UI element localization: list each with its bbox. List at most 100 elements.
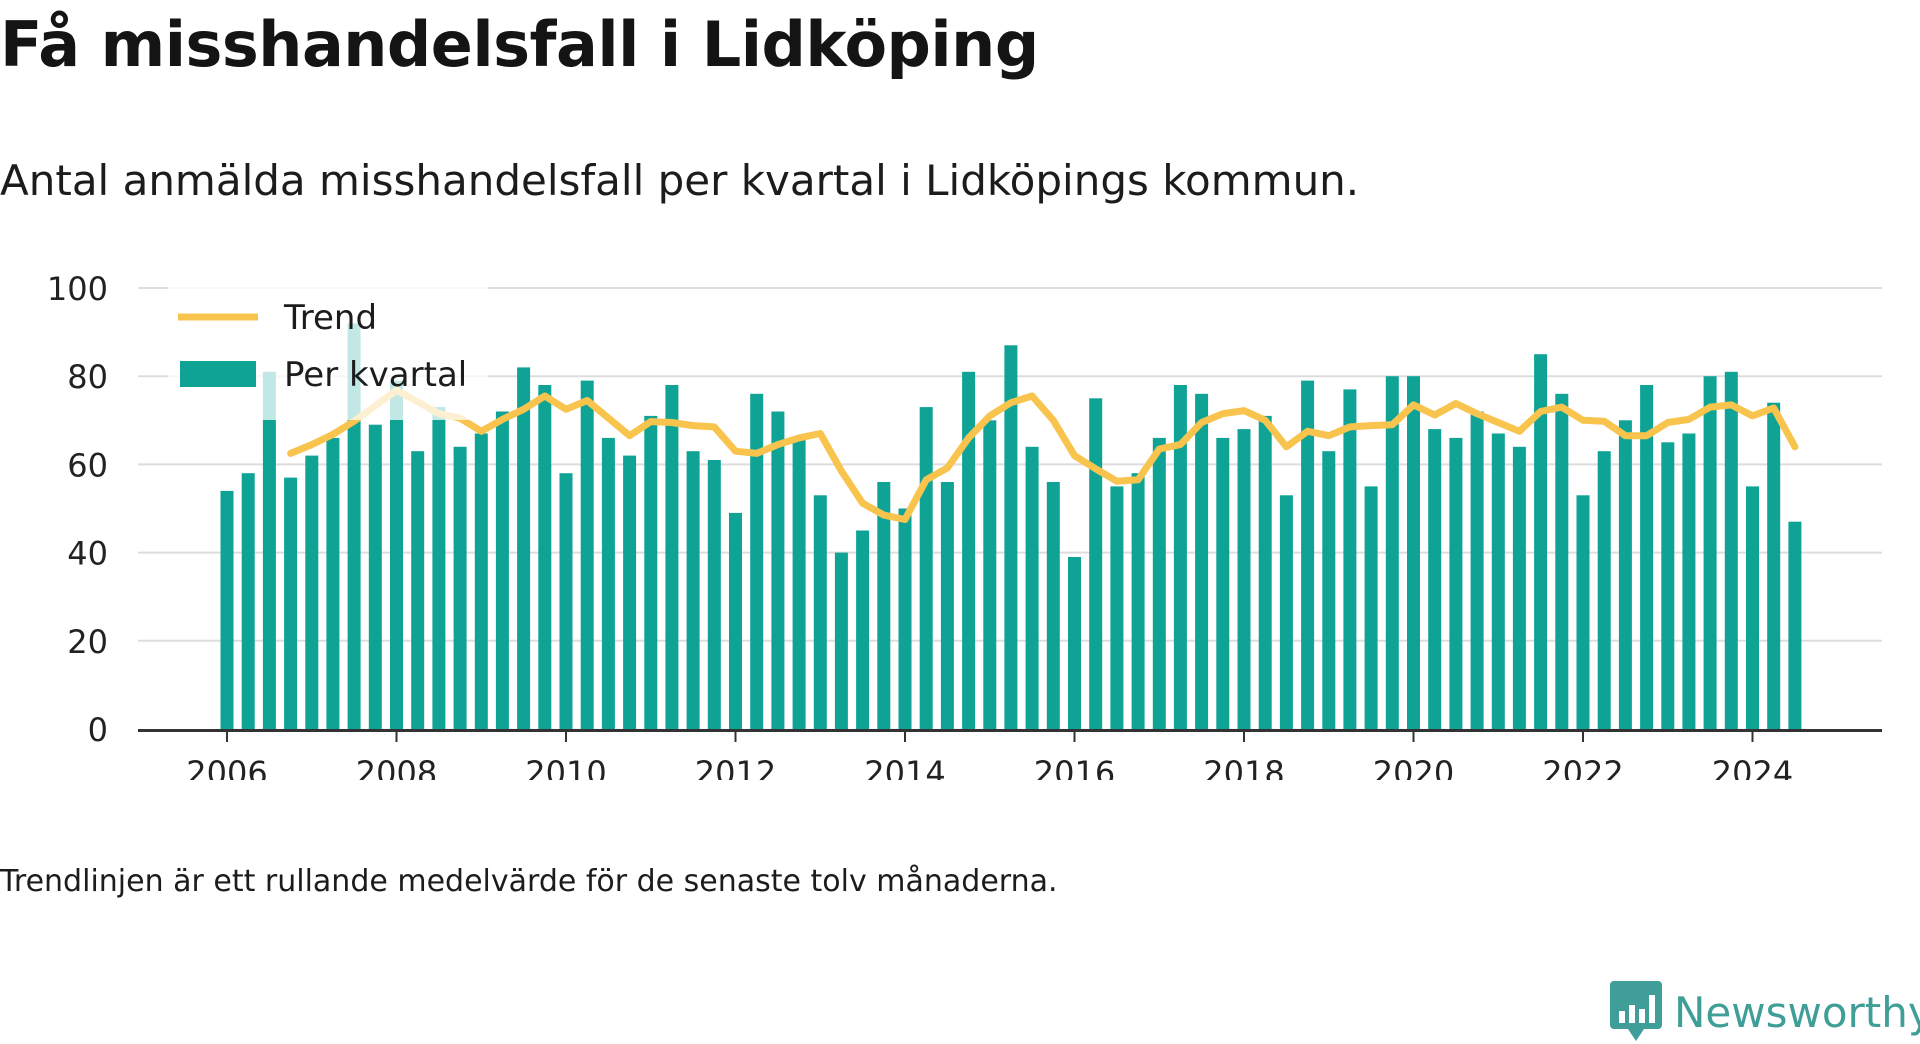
bar xyxy=(1110,486,1124,729)
bar xyxy=(538,385,552,729)
bar xyxy=(771,411,785,729)
bar xyxy=(453,446,467,729)
x-tick-label: 2006 xyxy=(186,754,267,780)
bar xyxy=(1534,354,1548,729)
bar xyxy=(1555,393,1569,729)
bar xyxy=(1724,371,1738,729)
bar xyxy=(1004,345,1018,729)
bar xyxy=(729,512,742,729)
bar xyxy=(707,460,721,729)
bar xyxy=(241,473,255,729)
x-tick-label: 2010 xyxy=(525,754,606,780)
bar xyxy=(1131,473,1145,729)
bar xyxy=(1512,446,1526,729)
bar xyxy=(1746,486,1759,729)
x-tick-label: 2008 xyxy=(356,754,437,780)
y-tick-label: 80 xyxy=(67,358,108,396)
bar xyxy=(326,437,340,729)
bar xyxy=(644,415,658,729)
bar xyxy=(305,455,319,729)
bar xyxy=(1322,451,1336,729)
bar xyxy=(1068,557,1081,729)
bar xyxy=(1576,495,1590,729)
bar xyxy=(432,407,446,729)
bar xyxy=(665,385,679,729)
x-tick-label: 2012 xyxy=(695,754,776,780)
footnote: Trendlinjen är ett rullande medelvärde f… xyxy=(0,864,1058,899)
legend-bar-label: Per kvartal xyxy=(284,355,467,395)
bar xyxy=(580,380,594,729)
y-tick-label: 100 xyxy=(47,270,108,308)
x-tick-label: 2016 xyxy=(1034,754,1115,780)
y-tick-label: 40 xyxy=(67,535,108,573)
x-tick-label: 2024 xyxy=(1712,754,1793,780)
bar xyxy=(1470,411,1484,729)
brand-name: Newsworthy xyxy=(1674,987,1920,1037)
bar xyxy=(940,482,954,729)
chart-svg: 0 20 40 60 80 100 2006 2008 2010 2012 2014 2016 201… xyxy=(47,270,1882,780)
bar xyxy=(1258,415,1272,729)
bar xyxy=(1195,393,1209,729)
bar xyxy=(1703,376,1717,729)
bar xyxy=(1301,380,1315,729)
bar xyxy=(877,482,891,729)
y-axis-ticks: 0 20 40 60 80 100 xyxy=(47,270,108,749)
bar xyxy=(898,508,912,729)
legend: Trend Per kvartal xyxy=(168,286,488,420)
legend-bar-swatch xyxy=(180,361,256,387)
trend-line xyxy=(287,386,1799,523)
bar xyxy=(1640,385,1654,729)
y-tick-label: 20 xyxy=(67,623,108,661)
bar xyxy=(1089,398,1103,730)
bar xyxy=(1449,437,1463,729)
bar xyxy=(1173,385,1187,729)
bar xyxy=(1025,446,1039,729)
bar xyxy=(983,420,997,729)
x-tick-label: 2018 xyxy=(1203,754,1284,780)
bar xyxy=(495,411,509,729)
brand[interactable]: Newsworthy xyxy=(1610,980,1920,1044)
bar xyxy=(517,367,531,729)
chart-title: Få misshandelsfall i Lidköping xyxy=(0,8,1039,81)
bar xyxy=(1491,433,1505,729)
bar xyxy=(1597,451,1611,729)
bar xyxy=(623,455,637,729)
bar xyxy=(284,477,298,729)
bar xyxy=(1216,437,1230,729)
x-tick-label: 2022 xyxy=(1542,754,1623,780)
bar xyxy=(1364,486,1378,729)
bar xyxy=(919,407,933,729)
bar xyxy=(1046,482,1060,729)
bar xyxy=(686,451,700,729)
bar-series xyxy=(220,323,1802,730)
bar xyxy=(834,552,848,729)
legend-trend-label: Trend xyxy=(283,298,377,338)
bar xyxy=(792,437,806,729)
bar xyxy=(813,495,827,729)
x-axis-ticks: 2006 2008 2010 2012 2014 2016 2018 2020 2022 2024 xyxy=(186,732,1793,780)
y-tick-label: 0 xyxy=(88,711,108,749)
bar xyxy=(1428,429,1442,729)
legend-background xyxy=(168,286,488,420)
bar xyxy=(1385,376,1399,729)
bar xyxy=(220,490,234,729)
bar xyxy=(262,371,276,729)
x-tick-label: 2020 xyxy=(1373,754,1454,780)
bar xyxy=(856,530,870,729)
bar xyxy=(1407,376,1420,729)
bar xyxy=(601,437,615,729)
bar xyxy=(1618,420,1632,729)
bar xyxy=(1788,521,1802,729)
bar xyxy=(1343,389,1357,729)
bar xyxy=(1661,442,1675,729)
bar xyxy=(962,371,976,729)
bar xyxy=(474,433,488,729)
bar xyxy=(559,473,573,729)
newsworthy-logo-icon xyxy=(1610,981,1662,1041)
bar xyxy=(1152,437,1166,729)
bar xyxy=(411,451,425,729)
bar xyxy=(1767,402,1781,729)
chart-subtitle: Antal anmälda misshandelsfall per kvarta… xyxy=(0,156,1360,205)
bar xyxy=(390,380,403,729)
bar xyxy=(1682,433,1696,729)
